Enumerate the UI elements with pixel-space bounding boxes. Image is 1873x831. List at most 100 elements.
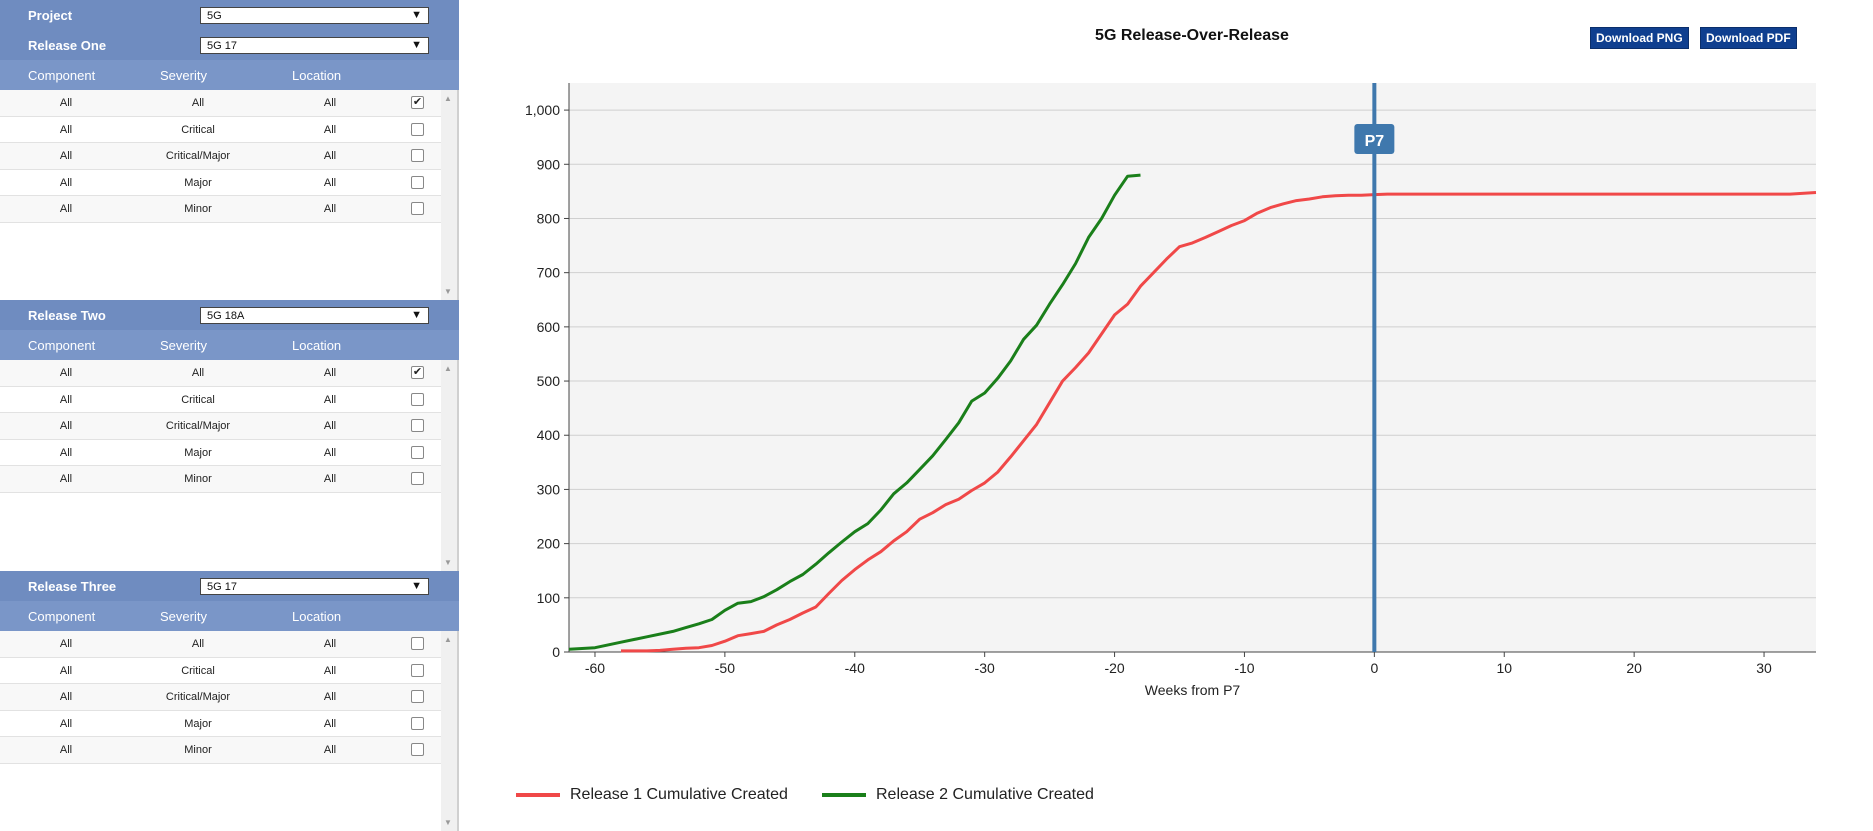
row-checkbox[interactable]	[411, 637, 424, 650]
cell-severity: Critical	[181, 393, 215, 406]
x-tick-label: -20	[1104, 660, 1124, 676]
row-checkbox[interactable]	[411, 149, 424, 162]
cell-location: All	[323, 744, 337, 756]
cell-component: All	[59, 717, 73, 730]
row-checkbox[interactable]	[411, 419, 424, 432]
download-png-button[interactable]: Download PNG	[1590, 27, 1689, 49]
vertical-scrollbar[interactable]: ▲ ▼	[441, 360, 457, 571]
y-tick-label: 1,000	[525, 102, 560, 118]
filter-row[interactable]: All Critical/Major All	[0, 143, 441, 170]
legend-label-release-1: Release 1 Cumulative Created	[570, 786, 788, 803]
cell-component: All	[59, 420, 73, 432]
cell-component: All	[59, 744, 73, 756]
y-tick-label: 200	[537, 536, 561, 552]
column-header-severity[interactable]: Severity	[160, 68, 207, 83]
scroll-down-icon[interactable]: ▼	[444, 287, 452, 296]
cell-component: All	[59, 203, 73, 215]
column-header-location[interactable]: Location	[292, 609, 342, 624]
row-checkbox[interactable]	[411, 472, 424, 485]
scroll-up-icon[interactable]: ▲	[444, 94, 452, 103]
release-select[interactable]: 5G 18A ▼	[200, 307, 429, 324]
filter-row[interactable]: All Minor All	[0, 196, 441, 223]
filter-row[interactable]: All All All ✔	[0, 360, 441, 387]
cell-severity: Critical/Major	[165, 691, 231, 703]
column-header-row: Component Severity Location	[0, 330, 459, 360]
row-checkbox[interactable]	[411, 445, 424, 459]
legend-swatch-release-1	[516, 792, 560, 797]
cell-location: All	[323, 717, 337, 730]
chevron-down-icon: ▼	[411, 580, 422, 592]
release-select[interactable]: 5G 17 ▼	[200, 37, 429, 54]
cell-component: All	[59, 150, 73, 162]
x-tick-label: -60	[585, 660, 605, 676]
row-checkbox[interactable]: ✔	[411, 366, 424, 379]
chart-area: 0 100 200 300 400 500 600 700 800 900 1,000 -60 -50-…	[461, 0, 1873, 831]
row-checkbox[interactable]	[411, 175, 424, 189]
filter-row[interactable]: All All All ✔	[0, 90, 441, 117]
scroll-down-icon[interactable]: ▼	[444, 558, 452, 567]
column-header-location[interactable]: Location	[292, 338, 342, 353]
column-header-component[interactable]: Component	[28, 68, 96, 83]
filter-row[interactable]: All Critical/Major All	[0, 413, 441, 440]
x-axis-label: Weeks from P7	[1145, 682, 1241, 698]
x-tick-label: 0	[1370, 660, 1378, 676]
release-select[interactable]: 5G 17 ▼	[200, 578, 429, 595]
y-tick-label: 800	[537, 210, 561, 226]
column-header-component[interactable]: Component	[28, 338, 96, 353]
release-header-2: Release Two 5G 18A ▼	[0, 300, 459, 330]
row-checkbox[interactable]	[411, 202, 424, 215]
column-header-severity[interactable]: Severity	[160, 609, 207, 624]
release-select-value: 5G 17	[207, 40, 237, 52]
x-tick-label: 10	[1496, 660, 1512, 676]
cell-component: All	[59, 473, 73, 485]
cell-location: All	[323, 691, 337, 703]
cell-component: All	[59, 176, 73, 189]
scroll-up-icon[interactable]: ▲	[444, 635, 452, 644]
filter-row[interactable]: All Critical/Major All	[0, 684, 441, 711]
project-header: Project 5G ▼	[0, 0, 459, 30]
filter-row[interactable]: All Critical All	[0, 386, 441, 413]
cell-component: All	[59, 367, 73, 379]
scroll-down-icon[interactable]: ▼	[444, 818, 452, 827]
scroll-up-icon[interactable]: ▲	[444, 364, 452, 373]
filter-row[interactable]: All Major All	[0, 710, 441, 737]
filter-row[interactable]: All Minor All	[0, 737, 441, 764]
row-checkbox[interactable]	[411, 663, 424, 677]
filter-row[interactable]: All All All	[0, 631, 441, 658]
cell-location: All	[323, 420, 337, 432]
row-checkbox[interactable]	[411, 392, 424, 406]
row-checkbox[interactable]: ✔	[411, 96, 424, 109]
project-select[interactable]: 5G ▼	[200, 7, 429, 24]
cell-severity: Major	[184, 446, 212, 459]
y-tick-label: 500	[537, 373, 561, 389]
filter-row[interactable]: All Major All	[0, 169, 441, 196]
cell-location: All	[323, 446, 337, 459]
release-select-value: 5G 18A	[207, 310, 245, 322]
row-checkbox[interactable]	[411, 690, 424, 703]
legend-item-release-1[interactable]: Release 1 Cumulative Created	[516, 786, 788, 804]
legend-swatch-release-2	[822, 792, 866, 797]
project-label: Project	[28, 8, 73, 23]
filter-row[interactable]: All Minor All	[0, 466, 441, 493]
row-checkbox[interactable]	[411, 743, 424, 756]
vertical-scrollbar[interactable]: ▲ ▼	[441, 90, 457, 300]
filter-row[interactable]: All Major All	[0, 439, 441, 466]
column-header-severity[interactable]: Severity	[160, 338, 207, 353]
release-select-value: 5G 17	[207, 581, 237, 593]
legend-label-release-2: Release 2 Cumulative Created	[876, 786, 1094, 803]
x-tick-label: -30	[975, 660, 995, 676]
cell-location: All	[323, 393, 337, 406]
download-pdf-button[interactable]: Download PDF	[1700, 27, 1797, 49]
cell-severity: Minor	[184, 203, 212, 215]
cell-component: All	[59, 393, 73, 406]
row-checkbox[interactable]	[411, 122, 424, 136]
column-header-location[interactable]: Location	[292, 68, 342, 83]
vertical-scrollbar[interactable]: ▲ ▼	[441, 631, 457, 831]
cell-severity: All	[191, 367, 205, 379]
filter-row[interactable]: All Critical All	[0, 116, 441, 143]
column-header-component[interactable]: Component	[28, 609, 96, 624]
cell-component: All	[59, 446, 73, 459]
row-checkbox[interactable]	[411, 716, 424, 730]
filter-row[interactable]: All Critical All	[0, 657, 441, 684]
legend-item-release-2[interactable]: Release 2 Cumulative Created	[822, 786, 1094, 804]
